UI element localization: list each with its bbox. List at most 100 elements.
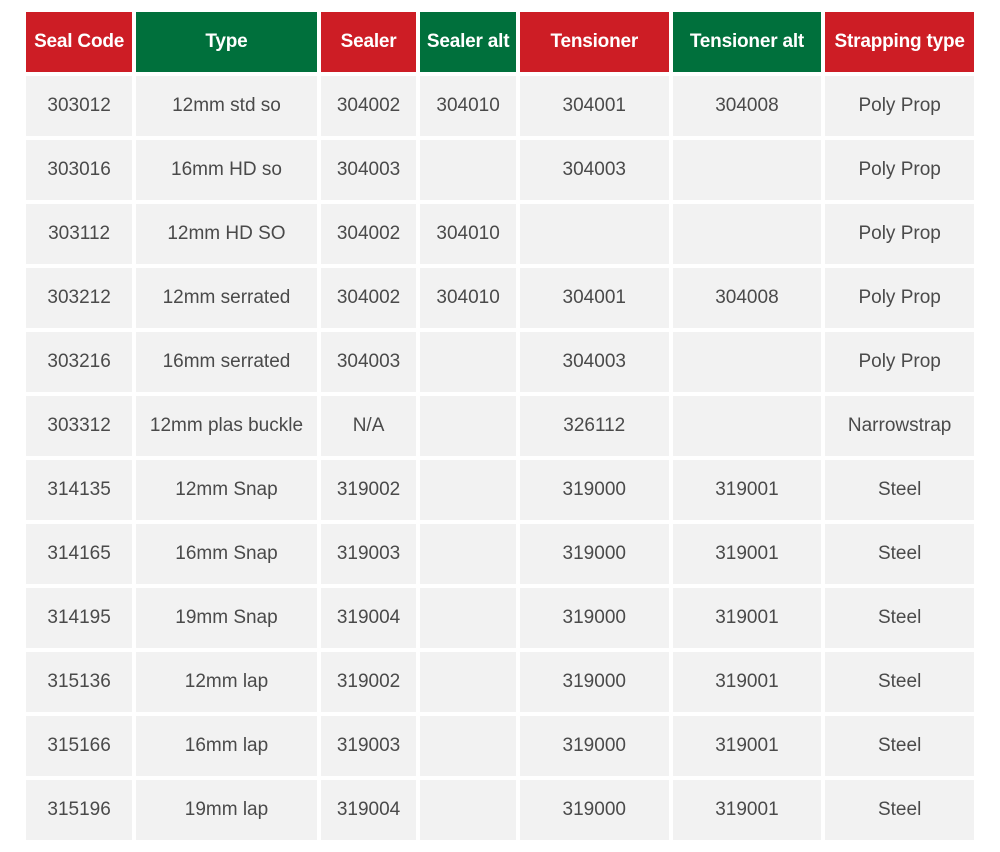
table-body: 30301212mm std so30400230401030400130400… — [26, 76, 974, 840]
table-row: 31519619mm lap319004 319000319001Steel — [26, 780, 974, 840]
cell-sealer: 319004 — [321, 780, 417, 840]
cell-tensioner_alt: 319001 — [673, 652, 822, 712]
cell-seal_code: 315166 — [26, 716, 132, 776]
cell-type: 12mm Snap — [136, 460, 317, 520]
cell-type: 12mm std so — [136, 76, 317, 136]
cell-strapping_type: Poly Prop — [825, 204, 974, 264]
cell-strapping_type: Poly Prop — [825, 332, 974, 392]
cell-strapping_type: Steel — [825, 588, 974, 648]
cell-tensioner_alt — [673, 332, 822, 392]
cell-tensioner_alt: 319001 — [673, 780, 822, 840]
cell-tensioner_alt — [673, 204, 822, 264]
cell-tensioner: 304003 — [520, 140, 669, 200]
cell-seal_code: 315196 — [26, 780, 132, 840]
cell-strapping_type: Steel — [825, 524, 974, 584]
cell-tensioner: 304003 — [520, 332, 669, 392]
col-header-tensioner: Tensioner — [520, 12, 669, 72]
col-header-tensioner-alt: Tensioner alt — [673, 12, 822, 72]
cell-tensioner: 304001 — [520, 76, 669, 136]
cell-strapping_type: Steel — [825, 780, 974, 840]
cell-tensioner: 319000 — [520, 780, 669, 840]
cell-sealer: 319003 — [321, 524, 417, 584]
cell-tensioner_alt — [673, 140, 822, 200]
cell-tensioner_alt: 304008 — [673, 268, 822, 328]
table-row: 31416516mm Snap319003 319000319001Steel — [26, 524, 974, 584]
table-row: 31516616mm lap319003 319000319001Steel — [26, 716, 974, 776]
header-row: Seal Code Type Sealer Sealer alt Tension… — [26, 12, 974, 72]
cell-strapping_type: Narrowstrap — [825, 396, 974, 456]
table-row: 30301616mm HD so304003304003Poly Prop — [26, 140, 974, 200]
table-row: 31413512mm Snap319002 319000319001Steel — [26, 460, 974, 520]
data-table: Seal Code Type Sealer Sealer alt Tension… — [22, 8, 978, 844]
col-header-strapping-type: Strapping type — [825, 12, 974, 72]
cell-tensioner: 319000 — [520, 716, 669, 776]
cell-seal_code: 303016 — [26, 140, 132, 200]
table-row: 31419519mm Snap319004319000319001Steel — [26, 588, 974, 648]
cell-sealer_alt: 304010 — [420, 76, 516, 136]
cell-tensioner: 319000 — [520, 652, 669, 712]
cell-seal_code: 303212 — [26, 268, 132, 328]
cell-type: 12mm plas buckle — [136, 396, 317, 456]
cell-sealer_alt — [420, 780, 516, 840]
cell-sealer_alt — [420, 652, 516, 712]
cell-sealer: 319003 — [321, 716, 417, 776]
cell-type: 12mm lap — [136, 652, 317, 712]
cell-sealer_alt: 304010 — [420, 204, 516, 264]
col-header-sealer: Sealer — [321, 12, 417, 72]
cell-sealer: 304002 — [321, 76, 417, 136]
col-header-type: Type — [136, 12, 317, 72]
cell-seal_code: 314135 — [26, 460, 132, 520]
table-row: 31513612mm lap319002319000319001Steel — [26, 652, 974, 712]
table-row: 30321212mm serrated304002304010304001304… — [26, 268, 974, 328]
cell-seal_code: 303216 — [26, 332, 132, 392]
table-row: 30311212mm HD SO304002304010Poly Prop — [26, 204, 974, 264]
table-row: 30301212mm std so30400230401030400130400… — [26, 76, 974, 136]
cell-tensioner_alt — [673, 396, 822, 456]
cell-tensioner — [520, 204, 669, 264]
cell-type: 16mm Snap — [136, 524, 317, 584]
cell-type: 12mm HD SO — [136, 204, 317, 264]
cell-sealer: 304003 — [321, 140, 417, 200]
cell-type: 16mm lap — [136, 716, 317, 776]
cell-sealer_alt — [420, 716, 516, 776]
cell-strapping_type: Steel — [825, 460, 974, 520]
cell-sealer: N/A — [321, 396, 417, 456]
strapping-compatibility-table: Seal Code Type Sealer Sealer alt Tension… — [0, 0, 1000, 852]
cell-sealer_alt — [420, 460, 516, 520]
cell-seal_code: 315136 — [26, 652, 132, 712]
cell-strapping_type: Poly Prop — [825, 268, 974, 328]
cell-type: 19mm Snap — [136, 588, 317, 648]
cell-tensioner_alt: 319001 — [673, 460, 822, 520]
cell-tensioner_alt: 319001 — [673, 716, 822, 776]
cell-seal_code: 314165 — [26, 524, 132, 584]
cell-sealer_alt: 304010 — [420, 268, 516, 328]
cell-seal_code: 303012 — [26, 76, 132, 136]
table-header: Seal Code Type Sealer Sealer alt Tension… — [26, 12, 974, 72]
cell-sealer_alt — [420, 332, 516, 392]
cell-sealer_alt — [420, 140, 516, 200]
cell-type: 19mm lap — [136, 780, 317, 840]
cell-sealer_alt — [420, 524, 516, 584]
cell-type: 16mm HD so — [136, 140, 317, 200]
cell-type: 16mm serrated — [136, 332, 317, 392]
table-row: 30331212mm plas buckleN/A326112Narrowstr… — [26, 396, 974, 456]
col-header-seal-code: Seal Code — [26, 12, 132, 72]
cell-sealer: 304002 — [321, 268, 417, 328]
cell-tensioner_alt: 319001 — [673, 524, 822, 584]
cell-strapping_type: Poly Prop — [825, 140, 974, 200]
cell-sealer: 319002 — [321, 460, 417, 520]
cell-sealer: 304002 — [321, 204, 417, 264]
col-header-sealer-alt: Sealer alt — [420, 12, 516, 72]
cell-sealer_alt — [420, 588, 516, 648]
cell-sealer_alt — [420, 396, 516, 456]
cell-sealer: 319004 — [321, 588, 417, 648]
cell-tensioner: 319000 — [520, 460, 669, 520]
table-row: 30321616mm serrated304003304003Poly Prop — [26, 332, 974, 392]
cell-tensioner_alt: 319001 — [673, 588, 822, 648]
cell-strapping_type: Steel — [825, 652, 974, 712]
cell-type: 12mm serrated — [136, 268, 317, 328]
cell-seal_code: 314195 — [26, 588, 132, 648]
cell-tensioner: 326112 — [520, 396, 669, 456]
cell-strapping_type: Steel — [825, 716, 974, 776]
cell-tensioner: 319000 — [520, 524, 669, 584]
